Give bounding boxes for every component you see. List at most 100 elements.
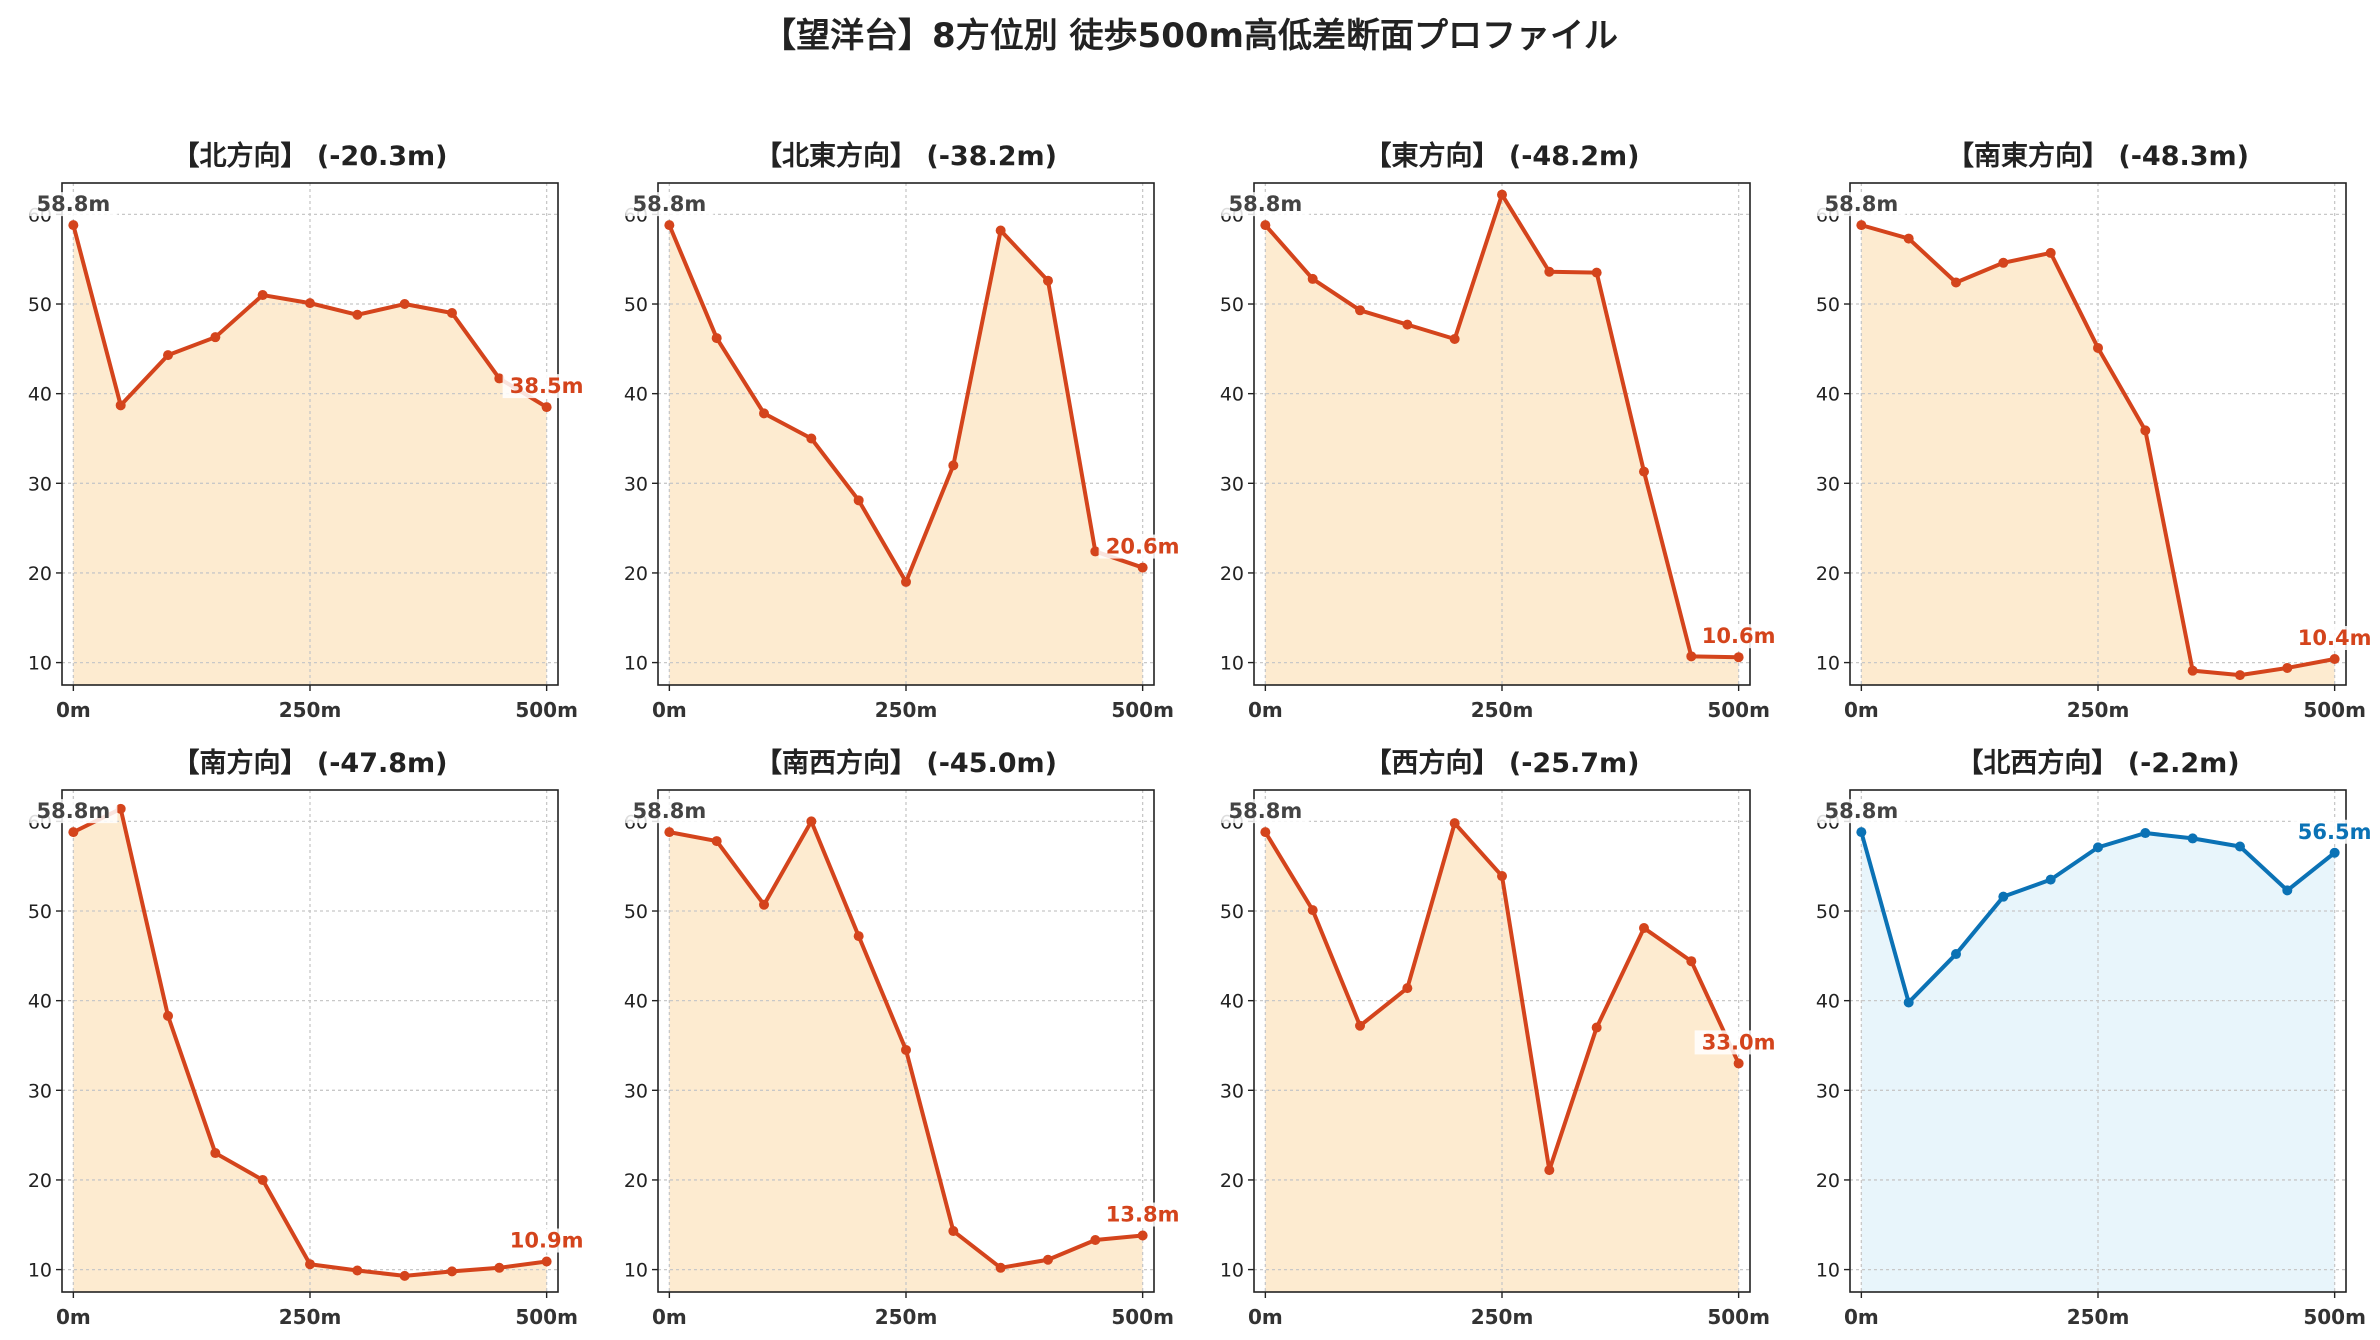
data-point <box>853 931 864 942</box>
end-label: 10.4m <box>2298 626 2372 650</box>
y-tick-label: 40 <box>28 384 52 406</box>
y-tick-label: 10 <box>1816 653 1840 675</box>
x-tick-label: 250m <box>2067 1305 2130 1329</box>
y-tick-label: 50 <box>1816 294 1840 316</box>
data-point <box>305 1259 315 1270</box>
y-tick-label: 10 <box>1816 1260 1840 1282</box>
x-tick-label: 250m <box>279 1305 342 1329</box>
data-point <box>1638 466 1649 477</box>
y-tick-label: 40 <box>28 991 52 1013</box>
data-point <box>2329 654 2340 665</box>
y-tick-label: 30 <box>624 1080 648 1102</box>
data-point <box>1497 871 1507 882</box>
data-point <box>1544 266 1555 277</box>
y-tick-label: 50 <box>1220 294 1244 316</box>
y-tick-label: 10 <box>624 1260 648 1282</box>
data-point <box>1998 257 2009 268</box>
data-point <box>68 220 79 231</box>
end-label: 10.6m <box>1702 624 1776 648</box>
data-point <box>2093 342 2103 353</box>
end-label: 10.9m <box>510 1229 584 1253</box>
panel-title: 【南西方向】 (-45.0m) <box>755 747 1057 779</box>
y-tick-label: 30 <box>1816 473 1840 495</box>
data-point <box>210 1148 221 1159</box>
data-point <box>2234 670 2245 681</box>
data-point <box>2045 874 2056 885</box>
y-tick-label: 50 <box>28 294 52 316</box>
panel-7: 【北西方向】 (-2.2m)1020304050600m250m500m58.8… <box>1816 747 2379 1329</box>
data-point <box>399 1270 410 1281</box>
data-point <box>948 460 959 471</box>
data-point <box>2187 665 2198 676</box>
data-point <box>1951 949 1962 960</box>
x-tick-label: 250m <box>875 698 938 722</box>
x-tick-label: 500m <box>2303 1305 2366 1329</box>
data-point <box>1260 220 1271 231</box>
start-label: 58.8m <box>1229 799 1303 823</box>
data-point <box>210 332 221 343</box>
y-tick-label: 50 <box>1816 901 1840 923</box>
x-tick-label: 500m <box>1707 698 1770 722</box>
y-tick-label: 40 <box>1220 384 1244 406</box>
data-point <box>1497 189 1507 200</box>
data-point <box>2140 828 2151 839</box>
start-label-bg <box>625 799 714 824</box>
y-tick-label: 30 <box>28 1080 52 1102</box>
y-tick-label: 30 <box>1816 1080 1840 1102</box>
start-label: 58.8m <box>633 192 707 216</box>
data-point <box>1042 1254 1053 1265</box>
data-point <box>352 1265 363 1276</box>
x-tick-label: 500m <box>2303 698 2366 722</box>
x-tick-label: 250m <box>1471 1305 1534 1329</box>
panel-4: 【南方向】 (-47.8m)1020304050600m250m500m58.8… <box>28 747 591 1329</box>
y-tick-label: 20 <box>624 563 648 585</box>
start-label-bg <box>29 799 118 824</box>
panel-0: 【北方向】 (-20.3m)1020304050600m250m500m58.8… <box>28 140 591 722</box>
start-label-bg <box>1817 192 1906 217</box>
data-point <box>806 816 817 827</box>
x-tick-label: 500m <box>515 698 578 722</box>
x-tick-label: 500m <box>515 1305 578 1329</box>
panel-3: 【南東方向】 (-48.3m)1020304050600m250m500m58.… <box>1816 140 2379 722</box>
data-point <box>664 827 675 838</box>
x-tick-label: 0m <box>1248 1305 1283 1329</box>
data-point <box>1856 827 1867 838</box>
start-label: 58.8m <box>633 799 707 823</box>
data-point <box>1355 1020 1366 1031</box>
x-tick-label: 0m <box>56 698 91 722</box>
end-label-bg <box>1694 1030 1783 1055</box>
y-tick-label: 10 <box>28 1260 52 1282</box>
start-label-bg <box>1817 799 1906 824</box>
end-label-bg <box>1098 1202 1187 1227</box>
data-point <box>1951 277 1962 288</box>
x-tick-label: 0m <box>652 1305 687 1329</box>
data-point <box>2045 247 2056 258</box>
y-tick-label: 30 <box>1220 1080 1244 1102</box>
data-point <box>257 290 268 301</box>
data-point <box>901 1044 911 1055</box>
data-point <box>494 373 505 384</box>
y-tick-label: 20 <box>28 1170 52 1192</box>
data-point <box>163 1010 174 1021</box>
y-tick-label: 50 <box>624 294 648 316</box>
panel-title: 【南方向】 (-47.8m) <box>172 747 447 779</box>
end-label: 56.5m <box>2298 820 2372 844</box>
data-point <box>68 827 79 838</box>
data-point <box>1355 305 1366 316</box>
data-point <box>446 1266 457 1277</box>
y-tick-label: 30 <box>624 473 648 495</box>
data-point <box>664 220 675 231</box>
y-tick-label: 10 <box>1220 1260 1244 1282</box>
panel-5: 【南西方向】 (-45.0m)1020304050600m250m500m58.… <box>624 747 1187 1329</box>
data-point <box>446 307 457 318</box>
data-point <box>1090 1235 1101 1246</box>
y-tick-label: 50 <box>1220 901 1244 923</box>
y-tick-label: 10 <box>624 653 648 675</box>
area-fill <box>1265 823 1739 1292</box>
data-point <box>163 350 174 361</box>
x-tick-label: 0m <box>652 698 687 722</box>
data-point <box>711 836 722 847</box>
data-point <box>1307 905 1318 916</box>
